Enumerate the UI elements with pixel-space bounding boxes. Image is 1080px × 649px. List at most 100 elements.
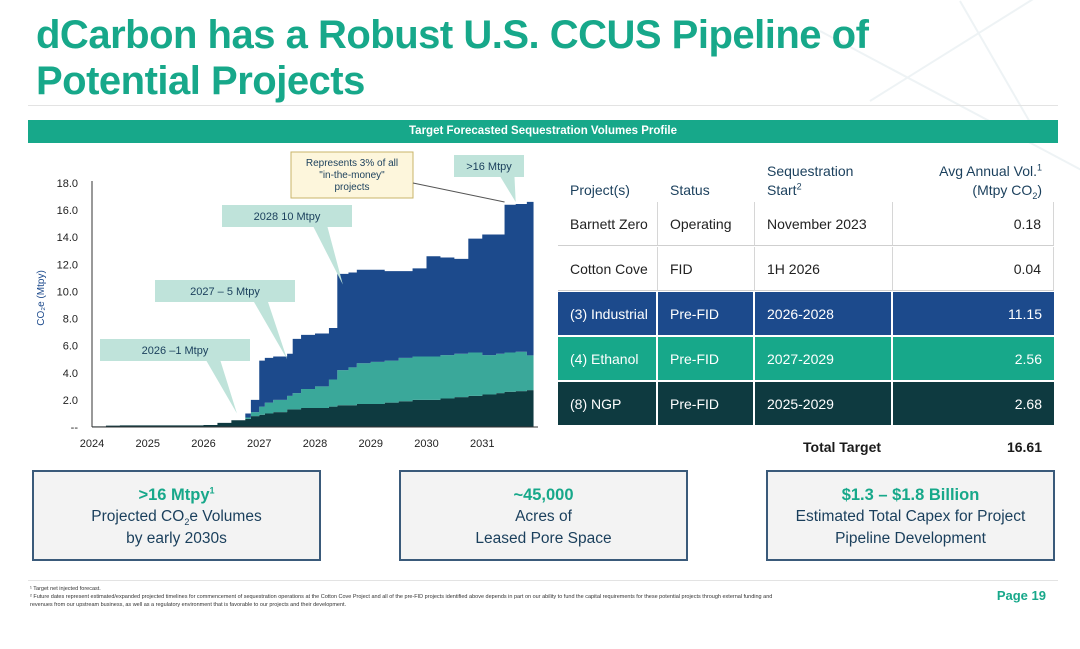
- callout-represents-line: projects: [334, 182, 369, 193]
- y-tick-label: --: [71, 422, 79, 434]
- table-row: (4) Ethanol Pre-FID 2027-2029 2.56: [558, 337, 1054, 382]
- cell-project: (4) Ethanol: [558, 337, 658, 381]
- callout-box-represents: [290, 151, 414, 199]
- series-area-2: [92, 201, 534, 427]
- cell-status: Pre-FID: [658, 292, 755, 336]
- footnote-3: revenues from our upstream business, as …: [30, 602, 347, 608]
- kpi-line1: Projected CO2e Volumes: [34, 506, 319, 528]
- x-tick-label: 2027: [247, 438, 271, 450]
- x-tick-label: 2029: [359, 438, 383, 450]
- kpi-card-acres: ~45,000 Acres of Leased Pore Space: [399, 470, 688, 561]
- x-tick-label: 2025: [136, 438, 160, 450]
- cell-start: 2025-2029: [755, 382, 893, 426]
- section-banner: Target Forecasted Sequestration Volumes …: [28, 120, 1058, 143]
- kpi-card-volumes: >16 Mtpy1 Projected CO2e Volumes by earl…: [32, 470, 321, 561]
- page-title-line1: dCarbon has a Robust U.S. CCUS Pipeline …: [36, 13, 869, 57]
- total-value: 16.61: [1006, 439, 1042, 455]
- cell-project: Cotton Cove: [558, 247, 658, 291]
- header-start-footnote: 2: [796, 181, 802, 192]
- kpi-line2: by early 2030s: [126, 530, 227, 547]
- header-vol-line2-pre: (Mtpy CO: [972, 182, 1033, 198]
- cell-status: FID: [658, 247, 755, 291]
- footnote-2: ² Future dates represent estimated/expan…: [30, 594, 773, 600]
- callout-label: 2026 –1 Mtpy: [142, 345, 209, 357]
- cell-project: Barnett Zero: [558, 202, 658, 246]
- header-start-line2: Start: [767, 182, 797, 198]
- kpi-headline: >16 Mtpy1: [34, 484, 319, 506]
- y-tick-label: 16.0: [57, 205, 78, 217]
- page-title: dCarbon has a Robust U.S. CCUS Pipeline …: [36, 12, 936, 104]
- table-row: Barnett Zero Operating November 2023 0.1…: [558, 202, 1054, 247]
- y-tick-label: 2.0: [63, 395, 78, 407]
- volumes-area-chart: CO₂e (Mtpy) -- 2.0 4.0 6.0 8.0 10.0 12.0 14.0 16…: [36, 151, 538, 450]
- header-project: Project(s): [570, 182, 630, 198]
- header-vol-footnote: 1: [1036, 162, 1042, 173]
- y-tick-label: 10.0: [57, 286, 78, 298]
- y-tick-label: 8.0: [63, 314, 78, 326]
- projects-table: Project(s) Status Sequestration Start2 A…: [558, 150, 1054, 455]
- callout-label: 2028 10 Mtpy: [254, 211, 321, 223]
- cell-start: November 2023: [755, 202, 893, 246]
- y-axis-label: CO₂e (Mtpy): [36, 270, 47, 326]
- table-row: (3) Industrial Pre-FID 2026-2028 11.15: [558, 292, 1054, 337]
- x-tick-label: 2026: [191, 438, 215, 450]
- header-start-line1: Sequestration: [767, 163, 854, 179]
- page-number: Page 19: [996, 588, 1046, 603]
- page-title-line2: Potential Projects: [36, 59, 365, 103]
- kpi-headline-text: >16 Mtpy: [138, 486, 210, 504]
- table-header: Project(s) Status Sequestration Start2 A…: [558, 150, 1054, 202]
- callout-pointer-3: [454, 155, 524, 202]
- cell-status: Pre-FID: [658, 337, 755, 381]
- y-tick-label: 12.0: [57, 259, 78, 271]
- cell-status: Pre-FID: [658, 382, 755, 426]
- header-status: Status: [670, 182, 710, 198]
- series-area-0: [92, 390, 534, 427]
- kpi-headline: ~45,000: [513, 486, 574, 504]
- cell-status: Operating: [658, 202, 755, 246]
- cell-start: 2027-2029: [755, 337, 893, 381]
- kpi-line2: Leased Pore Space: [475, 530, 612, 547]
- x-tick-label: 2030: [414, 438, 438, 450]
- kpi-headline: $1.3 – $1.8 Billion: [841, 486, 980, 504]
- header-avg-annual-volume: Avg Annual Vol.1 (Mtpy CO2): [939, 162, 1042, 200]
- cell-volume: 0.18: [893, 202, 1054, 246]
- cell-start: 2026-2028: [755, 292, 893, 336]
- x-tick-label: 2024: [80, 438, 104, 450]
- kpi-line2: Pipeline Development: [835, 530, 986, 547]
- kpi-line1-post: e Volumes: [189, 508, 262, 525]
- kpi-footnote: 1: [209, 485, 215, 496]
- title-divider: [28, 105, 1058, 106]
- table-row: (8) NGP Pre-FID 2025-2029 2.68: [558, 382, 1054, 427]
- callout-label: 2027 – 5 Mtpy: [190, 286, 260, 298]
- kpi-card-capex: $1.3 – $1.8 Billion Estimated Total Cape…: [766, 470, 1055, 561]
- total-row: Total Target 16.61: [558, 435, 1054, 461]
- y-tick-label: 4.0: [63, 368, 78, 380]
- callout-pointer-0: [100, 339, 250, 414]
- callout-represents-line: Represents 3% of all: [306, 158, 398, 169]
- x-tick-label: 2031: [470, 438, 494, 450]
- header-vol-line2-post: ): [1037, 182, 1042, 198]
- callout-label: >16 Mtpy: [466, 161, 512, 173]
- cell-volume: 2.68: [893, 382, 1054, 426]
- callout-pointer-2: [222, 205, 352, 285]
- cell-project: (8) NGP: [558, 382, 658, 426]
- total-label: Total Target: [803, 439, 882, 455]
- kpi-line1: Acres of: [515, 508, 572, 525]
- kpi-line1-sub: 2: [184, 517, 190, 528]
- callout-pointer-1: [155, 280, 295, 360]
- footnote-1: ¹ Target net injected forecast.: [30, 586, 101, 592]
- y-tick-label: 6.0: [63, 341, 78, 353]
- header-vol-line1: Avg Annual Vol.: [939, 163, 1037, 179]
- header-sequestration-start: Sequestration Start2: [767, 162, 853, 200]
- cell-volume: 11.15: [893, 292, 1054, 336]
- header-vol-sub: 2: [1032, 190, 1038, 201]
- y-tick-label: 14.0: [57, 232, 78, 244]
- kpi-line1-pre: Projected CO: [91, 508, 185, 525]
- footer-divider: [28, 580, 1058, 581]
- cell-volume: 0.04: [893, 247, 1054, 291]
- y-tick-label: 18.0: [57, 178, 78, 190]
- cell-start: 1H 2026: [755, 247, 893, 291]
- callout-represents-line: "in-the-money": [319, 170, 385, 181]
- kpi-line1: Estimated Total Capex for Project: [795, 508, 1026, 525]
- x-tick-label: 2028: [303, 438, 327, 450]
